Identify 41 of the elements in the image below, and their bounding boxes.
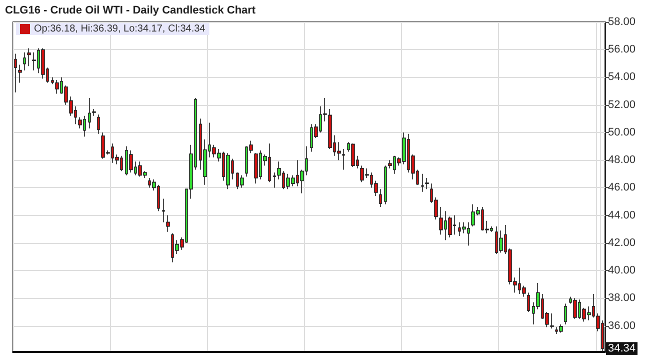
candlestick	[32, 52, 36, 71]
y-tick-label: 46.00	[608, 182, 636, 194]
y-tick-label: 38.00	[608, 292, 636, 304]
candlestick	[254, 152, 258, 184]
candlestick	[166, 214, 170, 232]
candlestick	[41, 48, 45, 80]
candlestick	[425, 178, 429, 190]
candlestick	[27, 48, 31, 67]
y-tick-label: 54.00	[608, 71, 636, 84]
candlestick	[342, 148, 345, 170]
candlestick	[226, 152, 230, 190]
legend-label: Op:36.18, Hi:36.39, Lo:34.17, Cl:34.34	[34, 24, 206, 34]
candlestick	[351, 143, 355, 168]
annotation: 34.34	[608, 342, 636, 355]
chart-title: CLG16 - Crude Oil WTI - Daily Candlestick Chart	[5, 4, 256, 16]
candlestick	[55, 80, 59, 94]
candlestick	[162, 198, 165, 223]
candlestick	[240, 174, 244, 188]
candlestick	[559, 324, 563, 334]
y-tick-label: 40.00	[608, 264, 636, 277]
y-tick-label: 52.00	[608, 98, 636, 111]
y-tick-label: 56.00	[608, 44, 636, 56]
candlestick	[421, 173, 424, 192]
candlestick	[129, 150, 133, 173]
y-tick-label: 58.00	[608, 16, 636, 28]
candlestick	[51, 76, 54, 85]
candlestick	[564, 303, 567, 325]
candlestick	[573, 298, 577, 320]
y-tick-label: 44.00	[608, 209, 636, 222]
y-tick-label: 50.00	[608, 126, 636, 138]
candlestick	[23, 52, 26, 71]
y-tick-label: 36.00	[608, 320, 636, 332]
candlestick	[18, 64, 22, 84]
candlestick	[273, 172, 276, 188]
y-tick-label: 48.00	[608, 154, 636, 166]
candlestick	[379, 188, 382, 208]
candlestick	[384, 165, 387, 205]
candlestick	[527, 292, 530, 312]
candlestick	[550, 312, 554, 329]
candlestick	[97, 114, 100, 134]
y-tick-label: 42.00	[608, 236, 636, 249]
